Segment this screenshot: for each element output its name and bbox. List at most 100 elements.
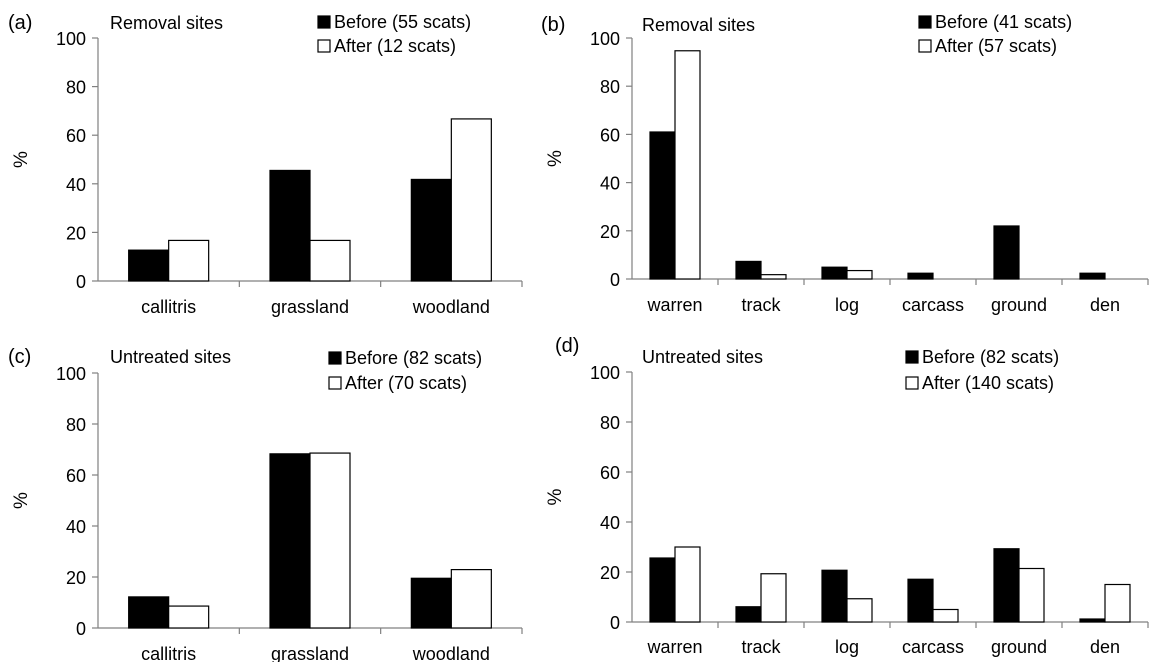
bar-callitris-before [128,596,170,629]
y-axis-label: % [545,488,566,505]
x-tick-label: grassland [271,644,349,662]
legend-swatch [918,39,932,53]
y-axis-label: % [11,151,32,168]
y-tick-label: 20 [600,222,620,242]
bar-carcass-before [907,578,934,623]
bar-ground-after [1018,567,1045,623]
x-tick-label: woodland [412,297,490,317]
bar-den-after [1104,583,1131,623]
x-tick-label: callitris [141,297,196,317]
bar-ground-before [993,548,1020,623]
y-tick-label: 60 [66,466,86,486]
bar-woodland-before [410,178,452,282]
y-tick-label: 80 [600,413,620,433]
legend-swatch [328,351,342,365]
y-tick-label: 20 [600,563,620,583]
bar-warren-before [649,131,676,280]
bar-grassland-after [309,239,351,282]
bar-ground-before [993,225,1020,280]
legend-entry: Before (55 scats) [334,12,471,32]
chart-title: Untreated sites [110,347,231,367]
bar-track-after [760,274,787,280]
x-tick-label: den [1090,295,1120,315]
x-tick-label: den [1090,637,1120,657]
x-tick-label: carcass [902,295,964,315]
bar-log-before [821,266,848,280]
chart-title: Untreated sites [642,347,763,367]
bar-track-before [735,606,762,623]
bar-track-before [735,260,762,280]
y-tick-label: 100 [590,363,620,383]
bar-grassland-after [309,452,351,629]
x-tick-label: track [741,295,781,315]
y-tick-label: 80 [66,415,86,435]
y-tick-label: 60 [66,126,86,146]
chart-panel-2: (b) Removal sites% 0 20 40 60 80 100 warren track… [541,12,1149,315]
bar-woodland-after [450,118,492,282]
legend-swatch [905,376,919,390]
bar-log-before [821,569,848,623]
x-tick-label: ground [991,295,1047,315]
y-tick-label: 100 [56,29,86,49]
y-axis-label: % [11,492,32,509]
bar-woodland-before [410,577,452,629]
y-tick-label: 100 [56,364,86,384]
y-tick-label: 40 [66,517,86,537]
bar-den-before [1079,618,1106,623]
x-tick-label: track [741,637,781,657]
x-tick-label: ground [991,637,1047,657]
y-tick-label: 80 [66,78,86,98]
bar-track-after [760,573,787,623]
legend-entry: After (57 scats) [935,36,1057,56]
legend-entry: Before (41 scats) [935,12,1072,32]
bar-warren-after [674,50,701,280]
bar-carcass-after [932,608,959,623]
bar-warren-after [674,546,701,623]
panel-label: (b) [541,14,565,36]
y-tick-label: 60 [600,125,620,145]
panel-label: (c) [8,346,31,368]
bar-warren-before [649,557,676,623]
chart-title: Removal sites [110,13,223,33]
legend-entry: After (12 scats) [334,36,456,56]
y-tick-label: 60 [600,463,620,483]
chart-panel-4: (d) Untreated sites% 0 20 40 60 80 100 warren tra… [545,335,1149,657]
x-tick-label: log [835,295,859,315]
legend-swatch [317,15,331,29]
bar-callitris-before [128,249,170,282]
y-tick-label: 40 [66,175,86,195]
legend-entry: After (70 scats) [345,373,467,393]
x-tick-label: woodland [412,644,490,662]
bar-grassland-before [269,169,311,282]
bar-callitris-after [168,239,210,282]
legend-swatch [905,350,919,364]
y-tick-label: 80 [600,77,620,97]
x-tick-label: warren [646,295,702,315]
y-tick-label: 100 [590,29,620,49]
bar-grassland-before [269,453,311,629]
y-axis-label: % [545,150,566,167]
y-tick-label: 20 [66,223,86,243]
x-tick-label: carcass [902,637,964,657]
chart-panel-1: (a) Removal sites% 0 20 40 60 80 100 callitris gr… [8,12,523,317]
y-tick-label: 40 [600,513,620,533]
bar-callitris-after [168,605,210,629]
legend-entry: Before (82 scats) [922,347,1059,367]
y-tick-label: 0 [610,270,620,290]
legend-swatch [317,39,331,53]
bar-log-after [846,598,873,623]
panel-label: (d) [555,335,579,357]
y-tick-label: 0 [76,619,86,639]
panel-label: (a) [8,12,32,34]
bar-log-after [846,269,873,280]
chart-panel-3: (c) Untreated sites% 0 20 40 60 80 100 callitris… [8,346,523,664]
y-tick-label: 20 [66,568,86,588]
x-tick-label: grassland [271,297,349,317]
bar-carcass-before [907,272,934,280]
y-tick-label: 0 [76,272,86,292]
legend-swatch [328,376,342,390]
chart-title: Removal sites [642,15,755,35]
bar-woodland-after [450,569,492,629]
